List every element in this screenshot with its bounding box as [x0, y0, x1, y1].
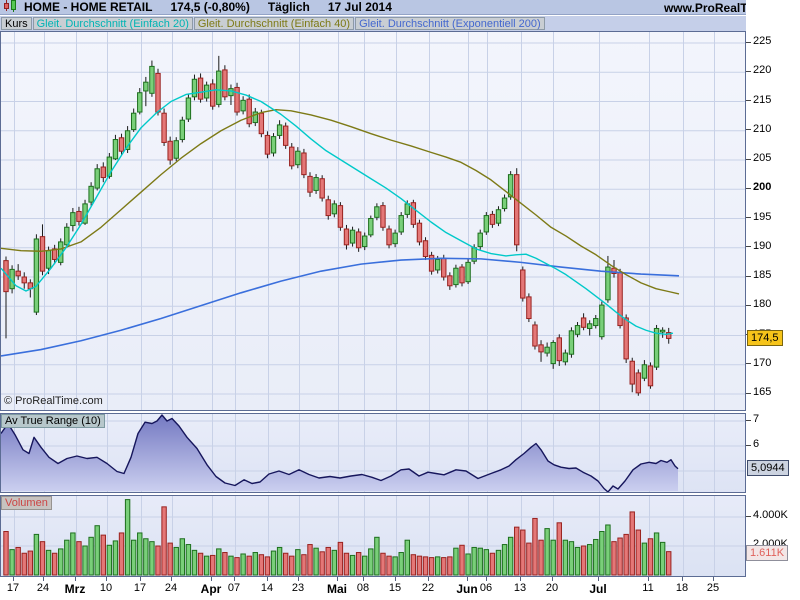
time-tick-mark: [598, 577, 599, 581]
time-tick-label: 17: [6, 582, 20, 594]
price-chart-canvas[interactable]: [1, 32, 745, 410]
axis-tick-label: 170: [753, 356, 772, 369]
time-tick-mark: [648, 577, 649, 581]
axis-tick-mark: [746, 515, 751, 517]
atr-chart-canvas[interactable]: [1, 414, 745, 492]
time-axis[interactable]: 17 24 Mrz 10 17 24 Apr 07 14 23 Mai 08 15 22 Jun 06 13 20…: [0, 577, 800, 600]
volume-value-tag: 1.611K: [746, 545, 789, 561]
atr-pane[interactable]: [0, 413, 746, 493]
axis-tick-label: 195: [753, 210, 772, 223]
time-tick-mark: [486, 577, 487, 581]
axis-tick-mark: [746, 70, 751, 72]
time-tick-label: 24: [36, 582, 50, 594]
axis-tick-mark: [746, 129, 751, 131]
time-tick-label: 11: [642, 582, 654, 594]
time-tick-label: 22: [421, 582, 435, 594]
watermark-text: © ProRealTime.com: [4, 395, 103, 407]
time-tick-mark: [106, 577, 107, 581]
time-tick-mark: [43, 577, 44, 581]
instrument-title: HOME - HOME RETAIL: [24, 0, 153, 14]
time-tick-label: 08: [356, 582, 370, 594]
axis-tick-label: 7: [753, 413, 760, 425]
time-tick-mark: [267, 577, 268, 581]
last-price-tag: 174,5: [747, 330, 783, 346]
axis-tick-label: 210: [753, 122, 772, 135]
time-tick-mark: [75, 577, 76, 581]
time-tick-label: 23: [291, 582, 305, 594]
legend-sma40[interactable]: Gleit. Durchschnitt (Einfach 40): [193, 17, 355, 30]
axis-tick-mark: [746, 187, 751, 189]
axis-tick-label: 215: [753, 93, 772, 106]
time-tick-label: 18: [675, 582, 689, 594]
time-tick-mark: [337, 577, 338, 581]
time-tick-label: 13: [513, 582, 527, 594]
axis-tick-label: 225: [753, 35, 772, 47]
timeframe-label: Täglich: [267, 0, 310, 14]
time-tick-label: Jun: [456, 582, 478, 596]
legend-ema200[interactable]: Gleit. Durchschnitt (Exponentiell 200): [355, 17, 545, 30]
time-tick-mark: [467, 577, 468, 581]
volume-chart-canvas[interactable]: [1, 496, 745, 576]
time-tick-mark: [520, 577, 521, 581]
time-tick-mark: [211, 577, 212, 581]
time-tick-mark: [234, 577, 235, 581]
time-tick-label: 17: [133, 582, 147, 594]
candlestick-icon: [3, 0, 18, 15]
axis-tick-label: 200: [753, 181, 772, 194]
axis-tick-mark: [746, 419, 751, 421]
price-axis[interactable]: 2252202152102052001951901851801751701657…: [746, 0, 800, 600]
time-tick-mark: [682, 577, 683, 581]
date-label: 17 Jul 2014: [327, 0, 392, 14]
title-bar: HOME - HOME RETAIL 174,5 (-0,80%) Täglic…: [0, 0, 800, 15]
axis-tick-label: 180: [753, 298, 772, 311]
axis-tick-label: 6: [753, 438, 760, 450]
last-quote: 174,5 (-0,80%): [170, 0, 250, 14]
legend-price[interactable]: Kurs: [1, 17, 32, 30]
time-tick-label: 06: [479, 582, 493, 594]
axis-tick-mark: [746, 246, 751, 248]
axis-tick-mark: [746, 363, 751, 365]
time-tick-mark: [713, 577, 714, 581]
time-tick-label: 10: [99, 582, 113, 594]
time-tick-mark: [363, 577, 364, 581]
axis-tick-label: 185: [753, 269, 772, 281]
axis-tick-mark: [746, 217, 751, 218]
price-pane[interactable]: [0, 31, 746, 411]
axis-tick-mark: [746, 100, 751, 101]
volume-indicator-label[interactable]: Volumen: [1, 496, 52, 510]
axis-tick-mark: [746, 304, 751, 306]
time-tick-label: 24: [164, 582, 178, 594]
time-tick-mark: [552, 577, 553, 581]
time-tick-label: 25: [706, 582, 720, 594]
time-tick-label: 20: [545, 582, 559, 594]
axis-tick-label: 190: [753, 239, 772, 252]
time-tick-mark: [298, 577, 299, 581]
axis-tick-label: 205: [753, 152, 772, 164]
time-tick-label: Mai: [326, 582, 347, 596]
time-tick-label: Mrz: [64, 582, 86, 596]
axis-tick-label: 165: [753, 386, 772, 398]
time-tick-label: Jul: [589, 582, 607, 596]
axis-tick-label: 220: [753, 64, 772, 77]
time-tick-label: Apr: [200, 582, 222, 596]
time-tick-mark: [428, 577, 429, 581]
time-tick-mark: [13, 577, 14, 581]
time-tick-label: 15: [388, 582, 402, 594]
axis-tick-mark: [746, 275, 751, 277]
time-tick-mark: [140, 577, 141, 581]
axis-tick-mark: [746, 392, 751, 394]
atr-indicator-label[interactable]: Av True Range (10): [1, 414, 105, 428]
legend-sma20[interactable]: Gleit. Durchschnitt (Einfach 20): [32, 17, 193, 30]
time-tick-mark: [395, 577, 396, 581]
time-tick-label: 07: [227, 582, 241, 594]
legend-bar: Kurs Gleit. Durchschnitt (Einfach 20) Gl…: [0, 16, 800, 31]
axis-tick-mark: [746, 41, 751, 43]
time-tick-mark: [171, 577, 172, 581]
axis-tick-mark: [746, 444, 751, 446]
atr-value-tag: 5,0944: [747, 460, 789, 476]
axis-tick-label: 4.000K: [753, 509, 788, 521]
axis-tick-mark: [746, 158, 751, 160]
time-tick-label: 14: [260, 582, 274, 594]
volume-pane[interactable]: [0, 495, 746, 577]
